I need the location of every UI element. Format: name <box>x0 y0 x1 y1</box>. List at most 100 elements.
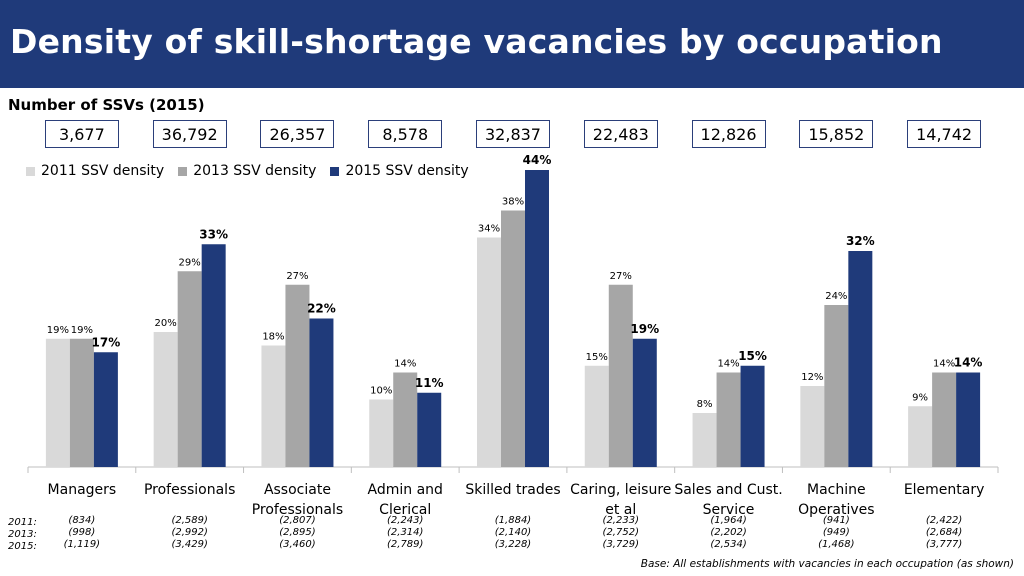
data-label: 10% <box>370 386 392 397</box>
data-label: 33% <box>199 227 228 241</box>
base-size-column: (2,233) (2,752) (3,729) <box>566 515 676 551</box>
bar-2015 <box>848 251 873 467</box>
category-label: Professionals <box>143 482 236 498</box>
bar-2011 <box>369 399 394 467</box>
data-label: 24% <box>825 291 847 302</box>
legend-item-2013: 2013 SSV density <box>178 163 316 179</box>
base-size-value: (2,992) <box>171 527 208 538</box>
legend-swatch-2011 <box>26 166 35 176</box>
data-label: 19% <box>47 325 69 336</box>
ssv-count-box: 15,852 <box>799 120 874 148</box>
data-label: 19% <box>630 322 659 336</box>
bar-2013 <box>824 305 849 467</box>
data-label: 14% <box>954 356 983 370</box>
category-label: Managers <box>47 482 117 498</box>
data-label: 12% <box>801 372 823 383</box>
bar-2013 <box>608 284 633 467</box>
base-year-label-2011: 2011: <box>8 517 37 528</box>
base-size-value: (2,233) <box>602 515 639 526</box>
bar-2011 <box>477 237 501 467</box>
bar-2011 <box>261 345 286 467</box>
base-size-value: (998) <box>68 527 96 538</box>
base-size-value: (3,228) <box>494 539 532 550</box>
ssv-subtitle: Number of SSVs (2015) <box>8 96 205 114</box>
base-size-column: (2,807) (2,895) (3,460) <box>242 515 352 551</box>
bar-2013 <box>177 271 202 467</box>
ssv-count-box: 8,578 <box>368 120 443 148</box>
category-label: Skilled trades <box>465 482 561 498</box>
data-label: 27% <box>610 271 632 282</box>
base-size-value: (2,789) <box>387 539 424 550</box>
category-label: Machine Operatives <box>798 482 875 518</box>
base-size-value: (3,460) <box>279 539 316 550</box>
base-size-value: (1,468) <box>818 539 855 550</box>
bar-2011 <box>800 386 825 467</box>
base-size-value: (2,202) <box>710 527 747 538</box>
base-size-value: (2,140) <box>494 527 532 538</box>
category-label: Admin and Clerical <box>367 482 443 518</box>
data-label: 22% <box>307 302 336 316</box>
base-size-value: (3,429) <box>171 539 208 550</box>
base-size-column: (2,589) (2,992) (3,429) <box>135 515 245 551</box>
data-label: 9% <box>912 392 928 403</box>
legend-item-2015: 2015 SSV density <box>330 163 469 179</box>
base-year-label-2015: 2015: <box>8 541 37 552</box>
data-label: 19% <box>71 325 93 336</box>
bar-2015 <box>417 392 442 467</box>
data-label: 20% <box>155 318 177 329</box>
base-size-value: (949) <box>822 527 850 538</box>
legend-swatch-2013 <box>178 166 188 176</box>
ssv-count-box: 32,837 <box>476 120 550 148</box>
title-bar: Density of skill-shortage vacancies by o… <box>0 0 1024 88</box>
base-size-value: (2,243) <box>387 515 424 526</box>
chart-legend: 2011 SSV density 2013 SSV density 2015 S… <box>26 163 469 179</box>
ssv-count-box: 36,792 <box>152 120 227 148</box>
bar-2013 <box>285 284 310 467</box>
base-year-label-2013: 2013: <box>8 529 37 540</box>
base-size-column: (1,964) (2,202) (2,534) <box>674 515 784 551</box>
bar-2015 <box>740 365 765 467</box>
base-size-value: (834) <box>68 515 96 526</box>
category-label: Caring, leisure et al <box>570 482 672 518</box>
legend-swatch-2015 <box>330 166 340 176</box>
bar-2011 <box>45 338 70 467</box>
category-label: Associate Professionals <box>251 482 344 518</box>
data-label: 11% <box>415 376 444 390</box>
legend-label-2011: 2011 SSV density <box>41 163 165 179</box>
data-label: 14% <box>933 359 955 370</box>
bar-2015 <box>201 244 226 467</box>
data-label: 17% <box>92 335 121 349</box>
base-size-value: (3,729) <box>602 539 639 550</box>
bar-2011 <box>584 365 609 467</box>
bar-2011 <box>692 413 717 467</box>
base-size-value: (2,422) <box>925 515 963 526</box>
data-label: 27% <box>286 271 308 282</box>
base-size-value: (2,589) <box>171 515 208 526</box>
data-label: 14% <box>394 359 416 370</box>
data-label: 34% <box>478 224 500 235</box>
legend-label-2015: 2015 SSV density <box>345 163 469 179</box>
data-label: 18% <box>262 332 284 343</box>
base-size-value: (1,964) <box>710 515 747 526</box>
ssv-count-box: 14,742 <box>907 120 982 148</box>
page-title: Density of skill-shortage vacancies by o… <box>10 22 943 61</box>
data-label: 15% <box>738 349 767 363</box>
base-size-value: (1,119) <box>63 539 101 550</box>
base-size-column: (2,243) (2,314) (2,789) <box>350 515 460 551</box>
base-size-value: (941) <box>822 515 850 526</box>
bar-2013 <box>69 338 94 467</box>
base-size-value: (2,314) <box>387 527 424 538</box>
bar-2015 <box>309 318 334 467</box>
ssv-count-box: 12,826 <box>691 120 766 148</box>
bar-2015 <box>632 338 657 467</box>
base-size-value: (1,884) <box>494 515 532 526</box>
data-label: 32% <box>846 234 875 248</box>
ssv-count-box: 22,483 <box>583 120 658 148</box>
bar-2015 <box>956 372 981 467</box>
bar-2015 <box>93 352 118 467</box>
bar-2013 <box>393 372 418 467</box>
legend-item-2011: 2011 SSV density <box>26 163 164 179</box>
data-label: 14% <box>717 359 739 370</box>
base-size-column: (941) (949) (1,468) <box>781 515 891 551</box>
base-size-value: (2,895) <box>279 527 316 538</box>
